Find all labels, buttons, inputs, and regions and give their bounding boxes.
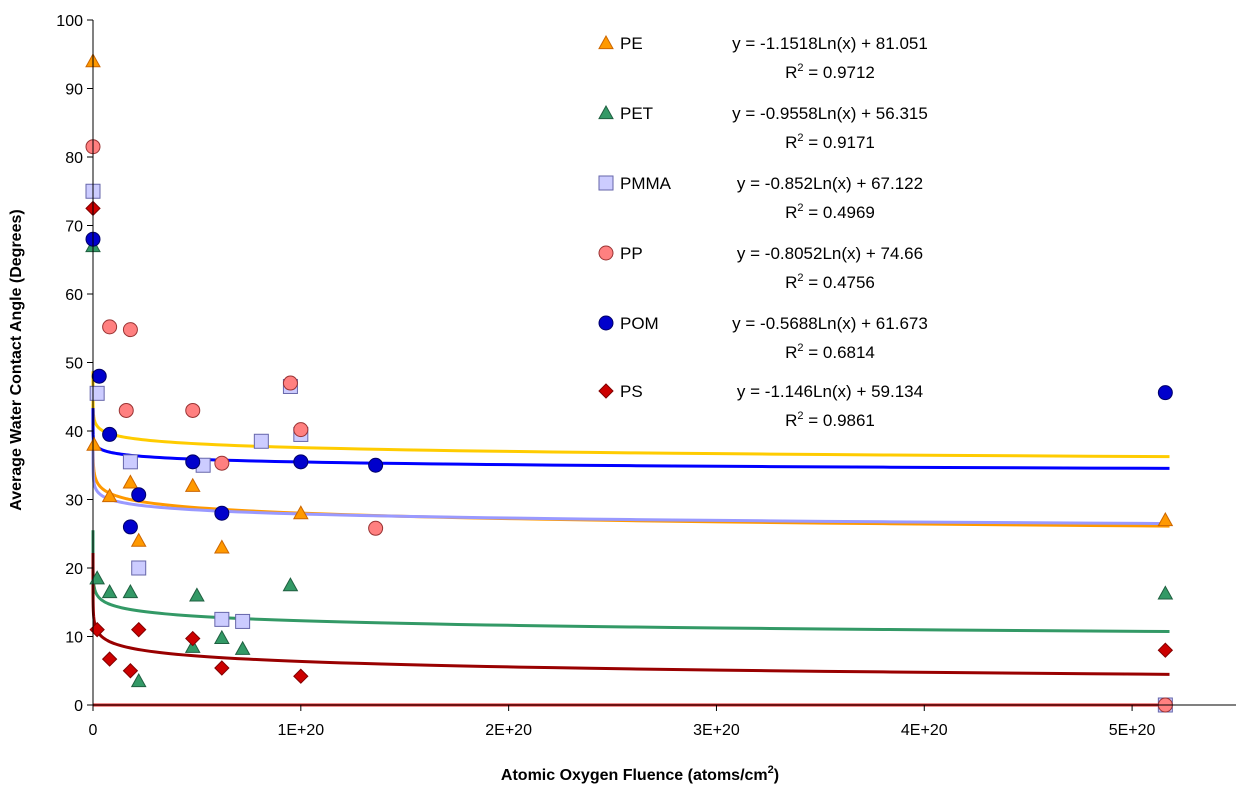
data-point-pet (101, 583, 118, 599)
data-point-pp (282, 375, 298, 391)
equation-pe: y = -1.1518Ln(x) + 81.051 (732, 34, 928, 53)
data-point-pp (102, 319, 118, 335)
data-point-pet (122, 583, 139, 599)
equation-ps: y = -1.146Ln(x) + 59.134 (737, 382, 923, 401)
y-tick-label: 20 (65, 561, 83, 578)
data-point-pom (102, 426, 118, 442)
data-point-pet (213, 629, 230, 644)
data-point-pe (213, 539, 230, 554)
y-tick-label: 30 (65, 493, 83, 510)
x-axis-title-main: Atomic Oxygen Fluence (atoms/cm (501, 767, 768, 784)
y-tick-label: 70 (65, 219, 83, 236)
r-squared-ps: R2 = 0.9861 (785, 410, 875, 430)
y-tick-label: 80 (65, 150, 83, 167)
data-point-pe (101, 488, 118, 503)
legend-marker-pet (598, 104, 614, 120)
axis-layer (87, 19, 1236, 711)
legend-marker-ps (598, 383, 614, 399)
r-squared-pmma: R2 = 0.4969 (785, 202, 875, 222)
data-point-pmma (235, 613, 251, 629)
data-point-pp (214, 455, 230, 471)
equation-pet: y = -0.9558Ln(x) + 56.315 (732, 104, 928, 123)
legend-label-pmma: PMMA (620, 174, 672, 193)
data-point-pet (1157, 585, 1174, 600)
x-axis-title: Atomic Oxygen Fluence (atoms/cm2) (501, 764, 779, 784)
y-tick-label: 0 (74, 698, 83, 715)
equation-pom: y = -0.5688Ln(x) + 61.673 (732, 314, 928, 333)
y-tick-label: 40 (65, 424, 83, 441)
data-point-ps (293, 668, 309, 684)
data-point-pom (185, 454, 201, 470)
data-point-pe (130, 532, 147, 547)
legend-marker-pe (598, 34, 614, 50)
data-point-pom (91, 368, 107, 384)
y-tick-label: 60 (65, 287, 83, 304)
y-tick-label: 50 (65, 356, 83, 373)
data-point-pmma (122, 454, 138, 470)
data-point-pmma (89, 385, 105, 401)
x-tick-label: 0 (89, 722, 98, 739)
data-point-ps (214, 660, 230, 676)
data-point-pet (189, 587, 205, 602)
data-point-ps (122, 663, 139, 679)
data-point-pet (89, 570, 106, 585)
y-tick-label: 10 (65, 630, 83, 647)
data-point-ps (185, 630, 201, 647)
legend-label-pp: PP (620, 244, 643, 263)
legend-marker-pom (598, 315, 614, 331)
x-tick-label: 2E+20 (485, 722, 532, 739)
y-tick-label: 100 (56, 13, 83, 30)
legend-label-pe: PE (620, 34, 643, 53)
x-axis-title-superscript: 2 (768, 764, 774, 776)
data-point-pom (293, 454, 309, 470)
data-point-pe (292, 505, 309, 520)
data-point-pet (234, 640, 251, 655)
y-axis-title: Average Water Contact Angle (Degrees) (8, 209, 25, 510)
r-squared-pet: R2 = 0.9171 (785, 132, 875, 152)
data-point-pom (214, 505, 230, 521)
data-point-pom (1157, 385, 1173, 401)
r-squared-pom: R2 = 0.6814 (785, 342, 875, 362)
data-point-pom (368, 457, 384, 473)
data-point-pe (122, 474, 139, 489)
data-point-pmma (214, 611, 230, 627)
r-squared-pp: R2 = 0.4756 (785, 272, 875, 292)
data-point-pmma (253, 433, 269, 449)
x-tick-label: 4E+20 (901, 722, 948, 739)
legend-label-pet: PET (620, 104, 653, 123)
data-point-layer (85, 53, 1174, 713)
y-tick-label: 90 (65, 82, 83, 99)
equation-pmma: y = -0.852Ln(x) + 67.122 (737, 174, 923, 193)
legend: PE y = -1.1518Ln(x) + 81.051 R2 = 0.9712 PE… (598, 34, 928, 430)
data-point-pet (130, 672, 147, 688)
data-point-pp (185, 402, 201, 418)
legend-marker-pmma (598, 175, 614, 191)
data-point-ps (131, 621, 147, 638)
legend-label-ps: PS (620, 382, 643, 401)
data-point-pom (122, 519, 138, 535)
data-point-pp (122, 322, 138, 338)
data-point-pmma (131, 560, 147, 576)
data-point-ps (89, 621, 105, 638)
x-tick-label: 3E+20 (693, 722, 740, 739)
data-point-pom (131, 487, 147, 503)
x-tick-label: 5E+20 (1109, 722, 1156, 739)
data-point-ps (101, 651, 118, 667)
legend-marker-pp (598, 245, 614, 261)
r-squared-pe: R2 = 0.9712 (785, 62, 875, 82)
data-point-pe (86, 436, 102, 451)
x-axis-title-tail: ) (774, 767, 779, 784)
data-point-pp (118, 402, 134, 418)
data-point-pe (184, 477, 201, 492)
data-point-pp (368, 520, 384, 536)
data-point-pe (1157, 512, 1174, 527)
tick-label-layer: 0 10 20 30 40 50 60 70 80 90 100 0 1E+20 2E+20 3E+20 4E… (56, 13, 1155, 739)
x-tick-label: 1E+20 (277, 722, 324, 739)
equation-pp: y = -0.8052Ln(x) + 74.66 (737, 244, 923, 263)
data-point-pet (282, 577, 299, 592)
data-point-pp (293, 422, 309, 438)
legend-label-pom: POM (620, 314, 659, 333)
data-point-ps (1157, 642, 1174, 658)
